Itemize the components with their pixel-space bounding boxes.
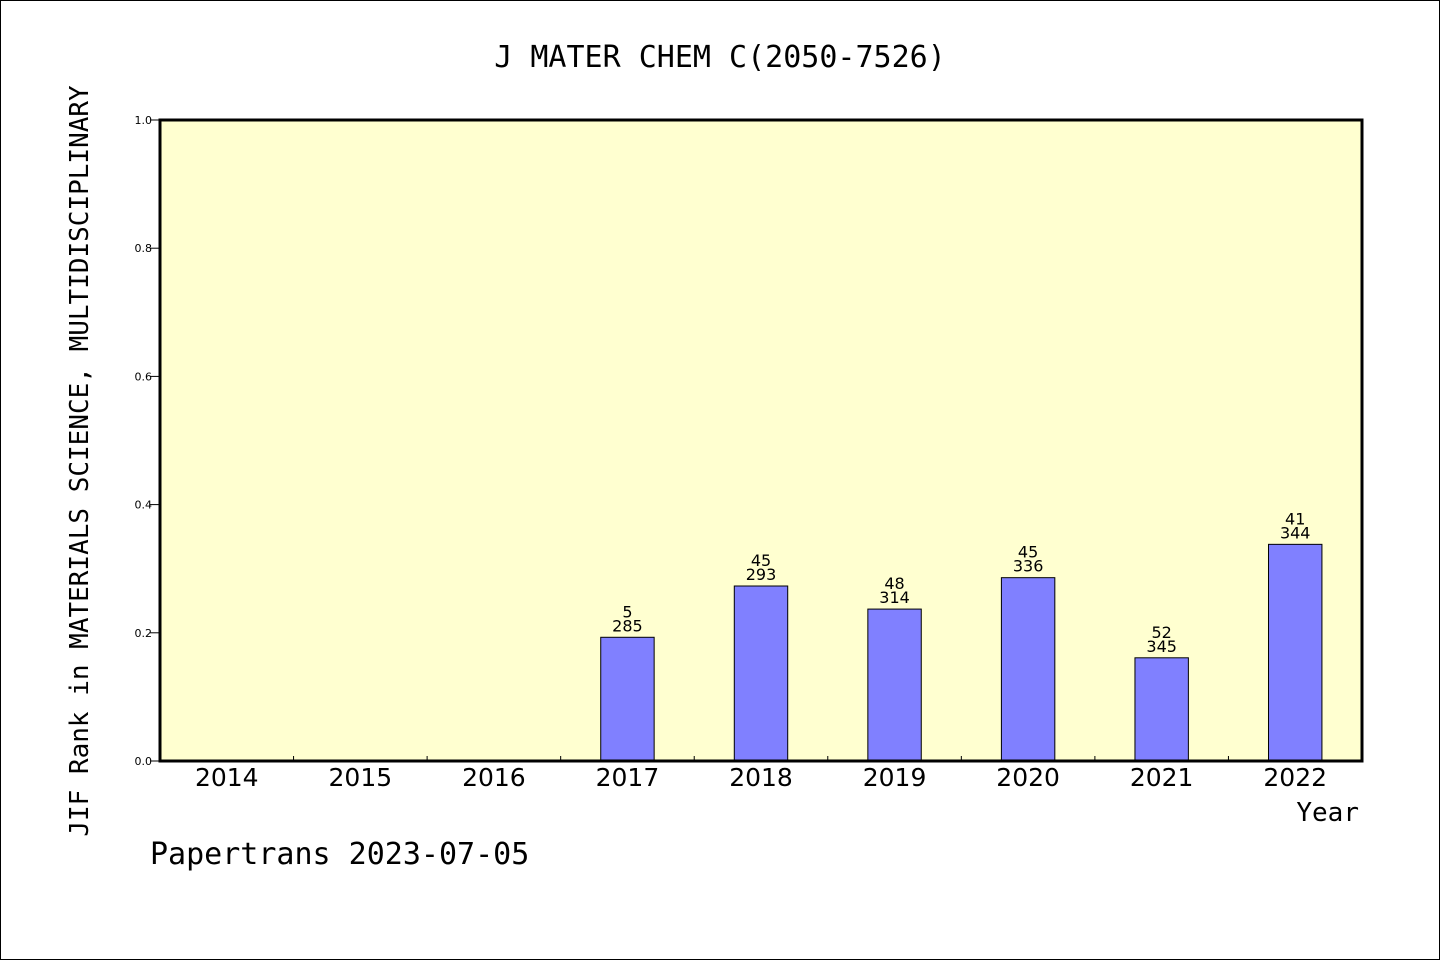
bar-total-label: 345 [1146, 637, 1177, 656]
x-tick-label: 2019 [863, 763, 927, 792]
x-axis-label: Year [1296, 798, 1359, 828]
bar-rank-label: 48 [884, 574, 904, 593]
bar-total-label: 336 [1013, 557, 1044, 576]
bar-rank-label: 45 [751, 551, 771, 570]
bar-2017 [600, 636, 655, 762]
bar-total-label: 344 [1280, 523, 1311, 542]
chart-title: J MATER CHEM C(2050-7526) [494, 40, 946, 75]
x-tick-label: 2020 [996, 763, 1060, 792]
y-tick-label: 0.0 [135, 755, 153, 768]
y-tick-label: 0.4 [135, 499, 153, 512]
bar-2021 [1134, 657, 1189, 762]
plot-frame [158, 118, 1364, 763]
bar-2020 [1000, 577, 1056, 762]
bar-rank-label: 41 [1285, 509, 1305, 528]
bar-rank-label: 52 [1151, 623, 1171, 642]
ticks-group: 0.0 0.2 0.4 0.6 0.8 1.0 2014 2015 2016 2017 2018 20… [135, 114, 1328, 792]
y-axis-label: JIF Rank in MATERIALS SCIENCE, MULTIDISC… [65, 85, 95, 837]
bar-total-label: 314 [879, 588, 910, 607]
x-tick-label: 2015 [329, 763, 393, 792]
bar-rank-label: 5 [622, 602, 632, 621]
y-tick-label: 0.6 [135, 370, 153, 383]
bar-rank-label: 45 [1018, 543, 1038, 562]
bar-2019 [867, 608, 922, 762]
x-tick-label: 2017 [596, 763, 660, 792]
y-tick-label: 0.2 [135, 627, 153, 640]
footer-text: Papertrans 2023-07-05 [150, 837, 529, 872]
y-tick-label: 1.0 [135, 114, 153, 127]
bar-total-label: 285 [612, 616, 643, 635]
bar-total-label: 293 [746, 565, 777, 584]
x-tick-label: 2014 [195, 763, 259, 792]
bar-2022 [1268, 543, 1323, 762]
x-tick-label: 2022 [1263, 763, 1327, 792]
x-tick-label: 2021 [1130, 763, 1194, 792]
x-tick-label: 2016 [462, 763, 526, 792]
y-tick-label: 0.8 [135, 242, 153, 255]
bar-2018 [733, 585, 789, 762]
x-tick-label: 2018 [729, 763, 793, 792]
